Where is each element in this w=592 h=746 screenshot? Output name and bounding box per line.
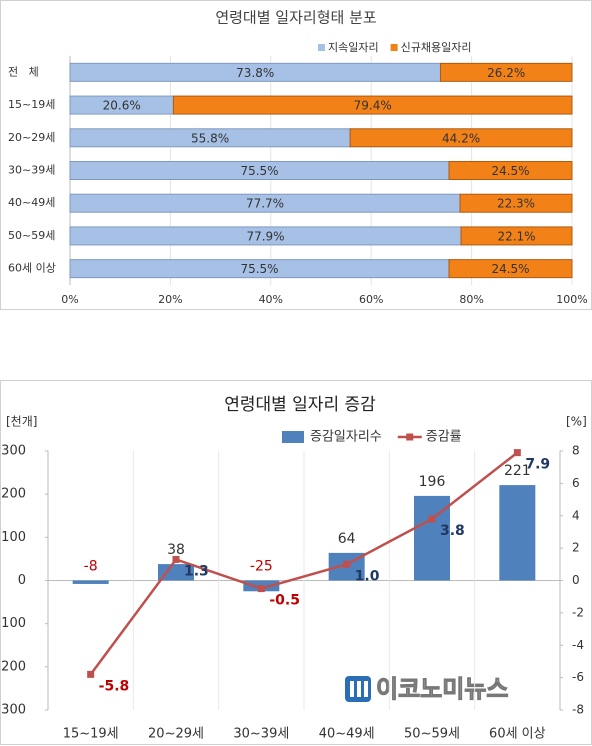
bar-segment bbox=[439, 62, 573, 82]
bar-segment bbox=[448, 259, 573, 279]
x-tick-label: 40~49세 bbox=[319, 727, 375, 742]
y-tick-label: 100 bbox=[1, 530, 26, 545]
legend-swatch bbox=[282, 431, 304, 443]
x-tick-label: 20% bbox=[158, 293, 182, 306]
value-label: -0.5 bbox=[269, 593, 300, 609]
x-tick-label: 60% bbox=[359, 293, 383, 306]
y-tick-label: 50~59세 bbox=[8, 229, 55, 242]
value-label: 44.2% bbox=[442, 131, 480, 145]
chart-frame bbox=[0, 0, 592, 310]
y-tick-label: 15~19세 bbox=[8, 98, 55, 111]
point bbox=[343, 560, 351, 568]
value-label: 64 bbox=[338, 531, 356, 547]
legend-label: 지속일자리 bbox=[328, 40, 379, 54]
value-label: 79.4% bbox=[354, 99, 392, 113]
value-label: 221 bbox=[504, 463, 531, 479]
y-tick-label: 60세 이상 bbox=[8, 262, 56, 275]
y2-tick-label: -2 bbox=[572, 605, 584, 619]
value-label: 20.6% bbox=[103, 99, 141, 113]
x-tick-label: 80% bbox=[459, 293, 483, 306]
x-tick-label: 30~39세 bbox=[233, 727, 289, 742]
y-tick-label: 30~39세 bbox=[8, 164, 55, 177]
y-tick-label: 40~49세 bbox=[8, 196, 55, 209]
value-label: 75.5% bbox=[240, 164, 278, 178]
bar-segment bbox=[460, 226, 573, 246]
bar-segment bbox=[448, 161, 573, 180]
y2-tick-label: -4 bbox=[572, 638, 584, 652]
x-tick-label: 100% bbox=[556, 293, 587, 306]
legend-swatch bbox=[318, 44, 325, 51]
y-tick-label: 20~29세 bbox=[8, 131, 55, 144]
point bbox=[513, 449, 521, 457]
line bbox=[89, 451, 519, 676]
x-tick-label: 60세 이상 bbox=[489, 727, 546, 742]
bar bbox=[158, 564, 194, 581]
bar bbox=[499, 485, 536, 581]
y-tick-label: 전 체 bbox=[8, 65, 39, 78]
legend-swatch bbox=[406, 433, 414, 441]
x-tick-label: 0% bbox=[61, 293, 78, 306]
value-label: 22.1% bbox=[497, 229, 535, 243]
value-label: 77.9% bbox=[246, 229, 284, 243]
y2-tick-label: 2 bbox=[572, 541, 580, 555]
y-tick-label: 200 bbox=[1, 659, 26, 674]
value-label: -25 bbox=[250, 559, 273, 575]
point bbox=[257, 585, 265, 593]
y2-tick-label: 6 bbox=[572, 476, 580, 490]
y2-tick-label: 8 bbox=[572, 444, 580, 458]
value-label: 3.8 bbox=[440, 523, 465, 539]
bar bbox=[72, 580, 109, 584]
legend-label: 신규채용일자리 bbox=[401, 40, 472, 54]
legend-label: 증감률 bbox=[426, 430, 462, 445]
value-label: 73.8% bbox=[236, 66, 274, 80]
value-label: 24.5% bbox=[491, 164, 529, 178]
legend-swatch bbox=[390, 44, 398, 51]
y2-tick-label: 0 bbox=[572, 573, 580, 587]
x-tick-label: 20~29세 bbox=[148, 727, 204, 742]
value-label: 1.0 bbox=[355, 568, 380, 584]
value-label: -5.8 bbox=[99, 678, 130, 694]
x-tick-label: 15~19세 bbox=[63, 727, 119, 742]
bar-segment bbox=[349, 128, 573, 148]
y2-tick-label: -6 bbox=[572, 670, 584, 684]
y-tick-label: 100 bbox=[1, 616, 26, 631]
value-label: 196 bbox=[419, 474, 446, 490]
y-tick-label: 300 bbox=[1, 444, 26, 459]
x-tick-label: 50~59세 bbox=[404, 727, 460, 742]
bar-segment bbox=[172, 95, 573, 115]
y2-tick-label: 4 bbox=[572, 508, 580, 522]
value-label: 1.3 bbox=[184, 563, 209, 579]
value-label: 75.5% bbox=[240, 262, 278, 276]
point bbox=[428, 515, 436, 523]
y2-axis-label: [%] bbox=[566, 415, 587, 429]
watermark-logo bbox=[345, 676, 371, 702]
y-tick-label: 200 bbox=[1, 487, 26, 502]
value-label: 22.3% bbox=[497, 197, 535, 211]
value-label: 38 bbox=[167, 542, 185, 558]
value-label: -8 bbox=[84, 559, 98, 575]
y2-tick-label: -8 bbox=[572, 703, 584, 717]
y-tick-label: 300 bbox=[1, 703, 26, 718]
value-label: 55.8% bbox=[191, 131, 229, 145]
chart-title: 연령대별 일자리 증감 bbox=[224, 395, 376, 415]
x-tick-label: 40% bbox=[259, 293, 283, 306]
legend-label: 증감일자리수 bbox=[310, 430, 382, 445]
value-label: 7.9 bbox=[525, 457, 550, 473]
y-tick-label: 0 bbox=[18, 573, 26, 588]
point bbox=[172, 555, 180, 563]
watermark: 이코노미뉴스 bbox=[376, 675, 508, 703]
value-label: 24.5% bbox=[491, 262, 529, 276]
chart-title: 연령대별 일자리형태 분포 bbox=[215, 9, 377, 27]
bar-segment bbox=[459, 193, 573, 213]
value-label: 77.7% bbox=[246, 197, 284, 211]
value-label: 26.2% bbox=[487, 66, 525, 80]
y-axis-label: [천개] bbox=[6, 414, 37, 429]
point bbox=[87, 670, 95, 678]
